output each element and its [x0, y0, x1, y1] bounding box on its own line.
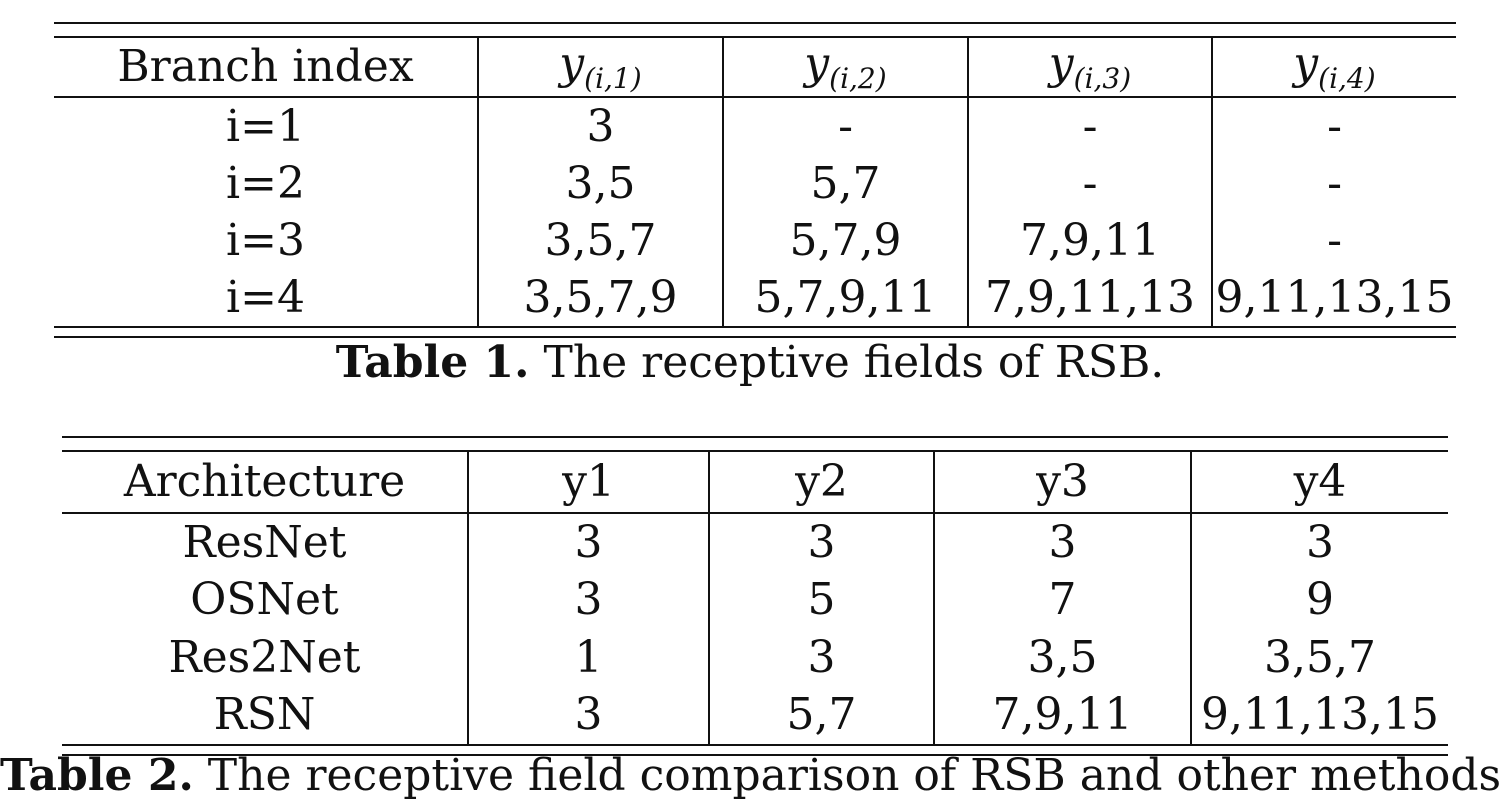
table-2-header-y1: y1: [467, 451, 709, 514]
table-2: Architecture y1 y2 y3 y4 ResNet 3 3 3 3 …: [62, 436, 1448, 756]
table-cell: 5,7,9,11: [722, 269, 968, 327]
table-cell: 3: [1190, 513, 1448, 572]
table-cell: -: [1211, 212, 1456, 269]
table-cell: -: [722, 97, 968, 155]
table-1-caption: Table 1. The receptive fields of RSB.: [0, 341, 1500, 385]
table-2-caption-label: Table 2.: [0, 750, 194, 801]
table-cell: 7,9,11: [933, 686, 1191, 745]
table-cell: 7: [933, 571, 1191, 629]
table-cell: 5: [708, 571, 934, 629]
table-cell: -: [967, 97, 1212, 155]
table-cell: -: [1211, 155, 1456, 212]
table-cell: ResNet: [182, 516, 347, 568]
table-cell: 3,5,7: [477, 212, 723, 269]
table-2-caption: Table 2. The receptive field comparison …: [0, 754, 1500, 798]
table-cell: 3: [708, 629, 934, 687]
table-1-caption-text: The receptive fields of RSB.: [529, 337, 1165, 388]
table-cell: 3: [467, 513, 709, 572]
table-cell: 3: [477, 97, 723, 155]
table-1-caption-label: Table 1.: [335, 337, 530, 388]
table-1-header-y1: y(i,1): [477, 37, 723, 98]
table-cell: 3: [933, 513, 1191, 572]
table-cell: -: [1211, 97, 1456, 155]
table-1-header-y2: y(i,2): [722, 37, 968, 98]
table-cell: RSN: [213, 689, 316, 741]
table-cell: 3: [467, 686, 709, 745]
table-cell: 9,11,13,15: [1211, 269, 1456, 327]
table-row: OSNet 3 5 7 9: [62, 571, 1448, 629]
table-row: i=1 3 - - -: [54, 97, 1456, 155]
table-cell: OSNet: [190, 574, 339, 626]
table-2-header-architecture: Architecture: [62, 451, 468, 514]
table-cell: 9,11,13,15: [1190, 686, 1448, 745]
table-2-header-y2: y2: [708, 451, 934, 514]
table-cell: i=4: [226, 271, 305, 323]
table-cell: 3: [467, 571, 709, 629]
table-cell: 1: [467, 629, 709, 687]
table-cell: 3,5: [477, 155, 723, 212]
table-cell: 5,7,9: [722, 212, 968, 269]
table-row: RSN 3 5,7 7,9,11 9,11,13,15: [62, 686, 1448, 745]
table-row: i=4 3,5,7,9 5,7,9,11 7,9,11,13 9,11,13,1…: [54, 269, 1456, 327]
table-cell: 5,7: [722, 155, 968, 212]
table-cell: i=2: [226, 157, 305, 209]
table-cell: Res2Net: [168, 631, 361, 683]
table-cell: 3,5,7: [1190, 629, 1448, 687]
table-cell: i=3: [226, 214, 305, 266]
table-row: ResNet 3 3 3 3: [62, 513, 1448, 572]
table-cell: 3,5: [933, 629, 1191, 687]
table-1: Branch index y(i,1) y(i,2) y(i,3) y(i,4)…: [54, 22, 1456, 338]
table-2-header-y4: y4: [1190, 451, 1448, 514]
table-cell: 5,7: [708, 686, 934, 745]
table-cell: i=1: [226, 100, 305, 152]
table-row: Res2Net 1 3 3,5 3,5,7: [62, 629, 1448, 687]
table-1-header-y3: y(i,3): [967, 37, 1212, 98]
table-cell: 3: [708, 513, 934, 572]
table-cell: -: [967, 155, 1212, 212]
table-cell: 7,9,11,13: [967, 269, 1212, 327]
table-2-header-y3: y3: [933, 451, 1191, 514]
table-cell: 3,5,7,9: [477, 269, 723, 327]
table-row: i=3 3,5,7 5,7,9 7,9,11 -: [54, 212, 1456, 269]
table-2-caption-text: The receptive field comparison of RSB an…: [193, 750, 1500, 801]
table-row: i=2 3,5 5,7 - -: [54, 155, 1456, 212]
table-1-header-y4: y(i,4): [1211, 37, 1456, 98]
table-1-header-branch-index: Branch index: [54, 37, 478, 98]
table-cell: 9: [1190, 571, 1448, 629]
table-cell: 7,9,11: [967, 212, 1212, 269]
